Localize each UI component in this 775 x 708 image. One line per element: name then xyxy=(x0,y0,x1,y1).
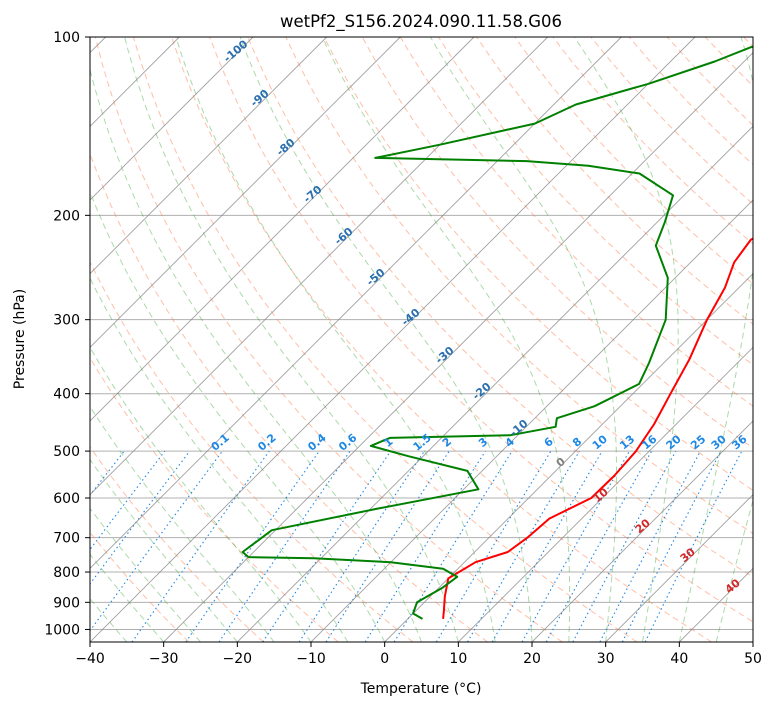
isotherm-line xyxy=(90,37,548,496)
mixing-ratio-line xyxy=(298,450,425,642)
isotherm-line xyxy=(90,37,696,642)
isotherm-line xyxy=(237,125,753,642)
moist-adiabat-line xyxy=(90,553,165,642)
y-tick-label: 1000 xyxy=(44,622,80,638)
plot-area: -100-90-80-70-60-50-40-30-20-10010203040… xyxy=(90,37,753,642)
axis-ticks: −40 −30 −20 −10 0 10 20 30 40 50 100 200 300 400 500 60… xyxy=(44,30,762,667)
chart-title: wetPf2_S156.2024.090.11.58.G06 xyxy=(280,12,562,32)
isotherm-line xyxy=(531,420,753,642)
y-tick-label: 100 xyxy=(53,30,80,46)
x-axis-title: Temperature (°C) xyxy=(360,681,482,697)
x-tick-label: −10 xyxy=(296,651,326,667)
temperature-profile-line xyxy=(442,237,753,619)
x-tick-label: −30 xyxy=(149,651,179,667)
moist-adiabat-line xyxy=(678,37,753,642)
x-tick-label: 50 xyxy=(744,651,762,667)
moist-adiabat-line xyxy=(90,276,349,642)
x-tick-label: 30 xyxy=(597,651,615,667)
y-tick-label: 900 xyxy=(53,595,80,611)
x-tick-label: 20 xyxy=(523,651,541,667)
dry-adiabat-line xyxy=(171,37,712,642)
moist-adiabat-line xyxy=(429,37,617,642)
y-axis-title: Pressure (hPa) xyxy=(12,289,28,389)
dry-adiabat-line xyxy=(285,37,753,535)
isotherm-line xyxy=(90,37,475,422)
y-tick-label: 400 xyxy=(53,387,80,403)
y-tick-label: 600 xyxy=(53,491,80,507)
moist-adiabat-line xyxy=(175,37,496,642)
mixing-ratio-line xyxy=(325,450,450,642)
isotherm-line xyxy=(605,494,753,642)
mixing-ratio-line xyxy=(467,450,580,642)
mixing-ratio-line xyxy=(185,450,320,642)
y-tick-label: 700 xyxy=(53,531,80,547)
mixing-ratio-line xyxy=(435,450,552,642)
moist-adiabat-line xyxy=(90,405,275,642)
isotherm-line xyxy=(90,37,401,348)
mixing-ratio-line xyxy=(262,450,392,642)
moist-adiabat-line xyxy=(90,67,422,642)
y-tick-label: 500 xyxy=(53,444,80,460)
dry-adiabat-line xyxy=(94,37,563,642)
dry-adiabat-line xyxy=(90,446,264,642)
moist-adiabat-line xyxy=(715,498,753,642)
dry-adiabat-line xyxy=(90,260,414,642)
moist-adiabat-line xyxy=(90,190,386,642)
dry-adiabat-line xyxy=(514,37,753,285)
mixing-ratio-line xyxy=(572,450,677,642)
moist-adiabat-line xyxy=(90,507,201,642)
dry-adiabat-line xyxy=(209,37,753,623)
x-tick-label: 10 xyxy=(449,651,467,667)
sounding-series xyxy=(241,45,753,620)
isotherm-line xyxy=(384,273,753,642)
moist-adiabat-line xyxy=(321,37,571,642)
isotherm-line xyxy=(310,199,753,642)
x-tick-label: 0 xyxy=(380,651,389,667)
dry-adiabat-line xyxy=(132,37,638,642)
moist-adiabat-line xyxy=(90,597,128,642)
isotherm-line xyxy=(90,37,622,569)
dry-adiabat-line xyxy=(247,37,753,578)
x-tick-label: −20 xyxy=(223,651,253,667)
isotherms xyxy=(90,37,753,642)
mixing-ratio-line xyxy=(90,450,166,551)
x-tick-label: −40 xyxy=(75,651,105,667)
moist-adiabat-line xyxy=(239,37,533,642)
y-tick-label: 300 xyxy=(53,313,80,329)
y-tick-label: 800 xyxy=(53,565,80,581)
y-tick-label: 200 xyxy=(53,208,80,224)
mixing-ratio-line xyxy=(599,450,701,642)
mixing-ratio-line xyxy=(364,450,486,642)
isotherm-line xyxy=(458,346,753,642)
isotherm-line xyxy=(90,37,327,275)
moist-adiabat-line xyxy=(90,458,238,642)
grid-layer xyxy=(90,37,753,630)
isotherm-line xyxy=(90,37,254,201)
moist-adiabat-line xyxy=(573,37,679,642)
mixing-ratio-lines xyxy=(90,450,743,642)
isotherm-line xyxy=(163,52,753,642)
dewpoint-profile-line xyxy=(241,45,753,620)
dry-adiabat-line xyxy=(476,37,753,325)
plot-frame xyxy=(89,36,754,643)
x-tick-label: 40 xyxy=(670,651,688,667)
mixing-ratio-line xyxy=(218,450,351,642)
dry-adiabat-line xyxy=(323,37,753,491)
